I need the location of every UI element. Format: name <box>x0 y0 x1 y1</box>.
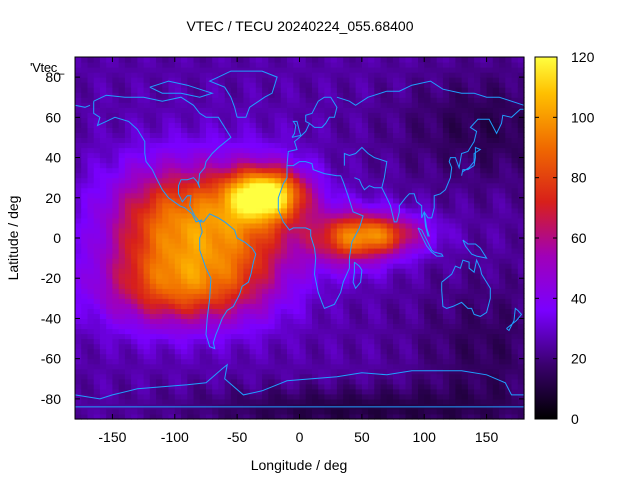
coastline-18 <box>149 80 214 98</box>
coastline-16 <box>74 363 524 400</box>
colorbar-tick-label: 60 <box>571 230 587 246</box>
y-tick-label: 0 <box>53 230 61 246</box>
colorbar-tick-label: 120 <box>571 49 595 65</box>
colorbar-tick-label: 80 <box>571 170 587 186</box>
colorbar-tick-label: 100 <box>571 109 595 125</box>
x-axis: -150 -100 -50 0 50 100 150 <box>98 57 498 445</box>
coastline-14 <box>352 261 363 290</box>
y-tick-label: 60 <box>45 109 61 125</box>
coastline-8 <box>441 258 491 317</box>
x-tick-label: -150 <box>98 429 126 445</box>
coastline-7 <box>423 211 430 237</box>
y-tick-label: 80 <box>45 69 61 85</box>
coastline-10 <box>462 239 488 259</box>
y-tick-label: -80 <box>41 391 61 407</box>
x-tick-label: 100 <box>413 429 437 445</box>
coastline-15 <box>506 307 523 332</box>
coastline-5 <box>343 146 388 191</box>
chart-title: VTEC / TECU 20240224_055.68400 <box>186 18 414 34</box>
y-axis: -80 -60 -40 -20 0 20 40 60 80 <box>41 69 524 407</box>
coastline-4 <box>336 80 525 106</box>
coastline-13 <box>291 120 302 138</box>
x-tick-label: 50 <box>354 429 370 445</box>
x-tick-label: -100 <box>161 429 189 445</box>
y-tick-label: 20 <box>45 190 61 206</box>
y-tick-label: -60 <box>41 351 61 367</box>
coastline-3 <box>286 96 338 166</box>
y-tick-label: -20 <box>41 270 61 286</box>
coastline-11 <box>461 146 482 176</box>
colorbar-tick-label: 40 <box>571 290 587 306</box>
x-axis-label: Longitude / deg <box>251 457 348 473</box>
x-tick-label: 150 <box>475 429 499 445</box>
y-tick-label: -40 <box>41 310 61 326</box>
legend-label: 'Vtec_ <box>30 60 64 75</box>
coastline-9 <box>417 227 444 257</box>
coastline-12 <box>208 70 278 118</box>
coastline-0 <box>93 94 232 223</box>
colorbar-tick-label: 0 <box>571 411 579 427</box>
colorbar-tick-label: 20 <box>571 351 587 367</box>
coastlines <box>74 70 525 408</box>
coastline-2 <box>277 161 364 310</box>
colorbar-ticks: 0 20 40 60 80 100 120 <box>535 49 595 427</box>
coastline-1 <box>199 213 257 350</box>
tec-heatmap <box>75 57 525 420</box>
y-tick-label: 40 <box>45 150 61 166</box>
x-tick-label: 0 <box>296 429 304 445</box>
y-axis-label: Latitude / deg <box>5 196 21 281</box>
coastline-6 <box>381 108 524 223</box>
x-tick-label: -50 <box>227 429 247 445</box>
coastline-19 <box>74 104 91 108</box>
